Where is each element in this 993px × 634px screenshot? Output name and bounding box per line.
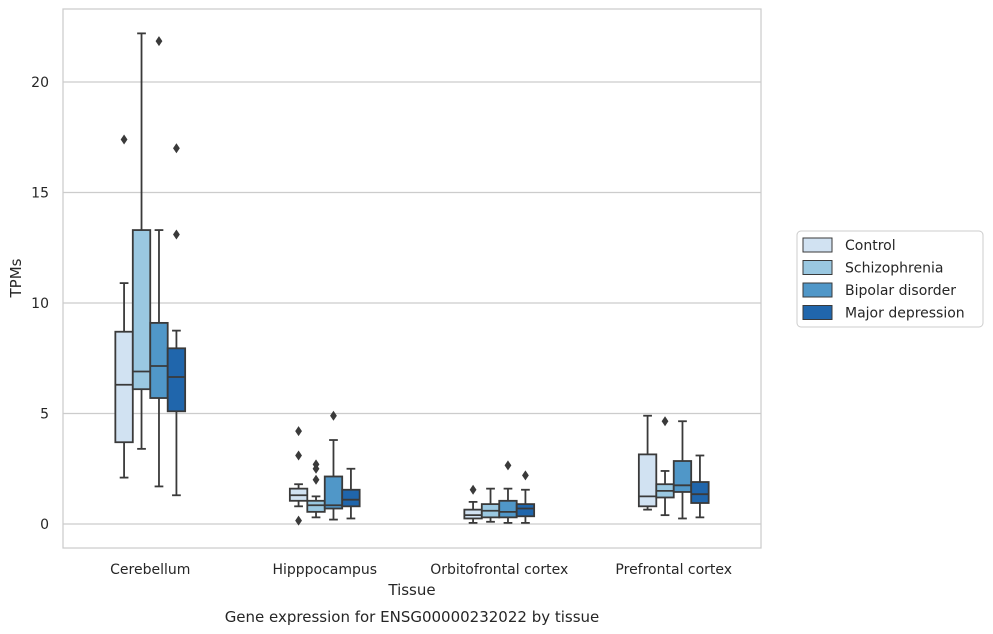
legend-label: Major depression	[845, 306, 965, 322]
x-tick-label: Orbitofrontal cortex	[430, 562, 568, 578]
box-group	[637, 414, 658, 511]
box-group	[480, 487, 501, 523]
box-group	[114, 134, 134, 479]
legend-label: Schizophrenia	[845, 261, 943, 277]
outlier-point	[312, 474, 320, 485]
box-iqr	[323, 475, 344, 510]
box-iqr	[463, 508, 483, 520]
box-group	[288, 426, 309, 526]
box-iqr	[166, 347, 187, 413]
outlier-point	[173, 143, 180, 154]
y-tick-label: 15	[31, 186, 49, 202]
y-tick-label: 5	[40, 407, 49, 423]
box-iqr	[637, 453, 658, 508]
outlier-point	[661, 416, 669, 427]
y-tick-label: 20	[31, 75, 49, 91]
y-tick-label: 0	[40, 517, 49, 533]
x-tick-label: Prefrontal cortex	[615, 562, 732, 578]
box-iqr	[341, 488, 361, 508]
chart-caption: Gene expression for ENSG00000232022 by t…	[225, 608, 600, 626]
box-group	[515, 470, 536, 524]
boxes	[114, 32, 710, 526]
x-tick-label: Cerebellum	[110, 562, 190, 578]
legend: Control Schizophrenia Bipolar disorder Majo…	[796, 230, 984, 328]
legend-swatch	[802, 260, 833, 275]
legend-swatch	[802, 282, 833, 298]
outlier-point	[504, 460, 512, 471]
x-tick-labels: Cerebellum Hipppocampus Orbitofrontal cort…	[110, 562, 732, 578]
box-iqr	[114, 330, 134, 444]
outlier-point	[173, 229, 180, 240]
gridlines	[63, 81, 761, 525]
box-iqr	[498, 499, 518, 519]
outlier-point	[295, 450, 302, 461]
box-iqr	[672, 460, 693, 493]
legend-swatch	[802, 305, 833, 320]
outlier-point	[155, 36, 163, 47]
legend-label: Control	[845, 238, 896, 254]
plot-area-frame	[62, 8, 762, 549]
box-group	[463, 484, 483, 524]
outlier-point	[295, 426, 302, 437]
legend-swatch	[802, 237, 833, 253]
box-group	[323, 410, 344, 521]
outlier-point	[469, 484, 477, 495]
box-group	[690, 454, 710, 519]
outlier-point	[522, 470, 529, 481]
x-axis-title: Tissue	[387, 581, 435, 599]
box-group	[149, 36, 169, 488]
box-iqr	[131, 229, 152, 391]
box-group	[341, 467, 361, 520]
outlier-point	[120, 134, 128, 145]
legend-frame	[796, 230, 984, 328]
y-tick-labels: 0 5 10 15 20	[31, 75, 49, 533]
box-group	[655, 416, 675, 517]
box-iqr	[515, 503, 536, 518]
x-tick-label: Hipppocampus	[272, 562, 377, 578]
box-group	[131, 32, 152, 450]
box-group	[498, 460, 518, 524]
legend-label: Bipolar disorder	[845, 283, 956, 299]
box-group	[166, 143, 187, 497]
y-tick-label: 10	[31, 296, 49, 312]
box-iqr	[690, 481, 710, 504]
outlier-point	[330, 410, 337, 421]
box-group	[672, 420, 693, 520]
box-iqr	[306, 499, 326, 513]
box-iqr	[149, 321, 169, 399]
outlier-point	[312, 463, 320, 474]
box-group	[306, 459, 326, 519]
outlier-point	[295, 515, 302, 526]
y-axis-title: TPMs	[7, 258, 25, 298]
